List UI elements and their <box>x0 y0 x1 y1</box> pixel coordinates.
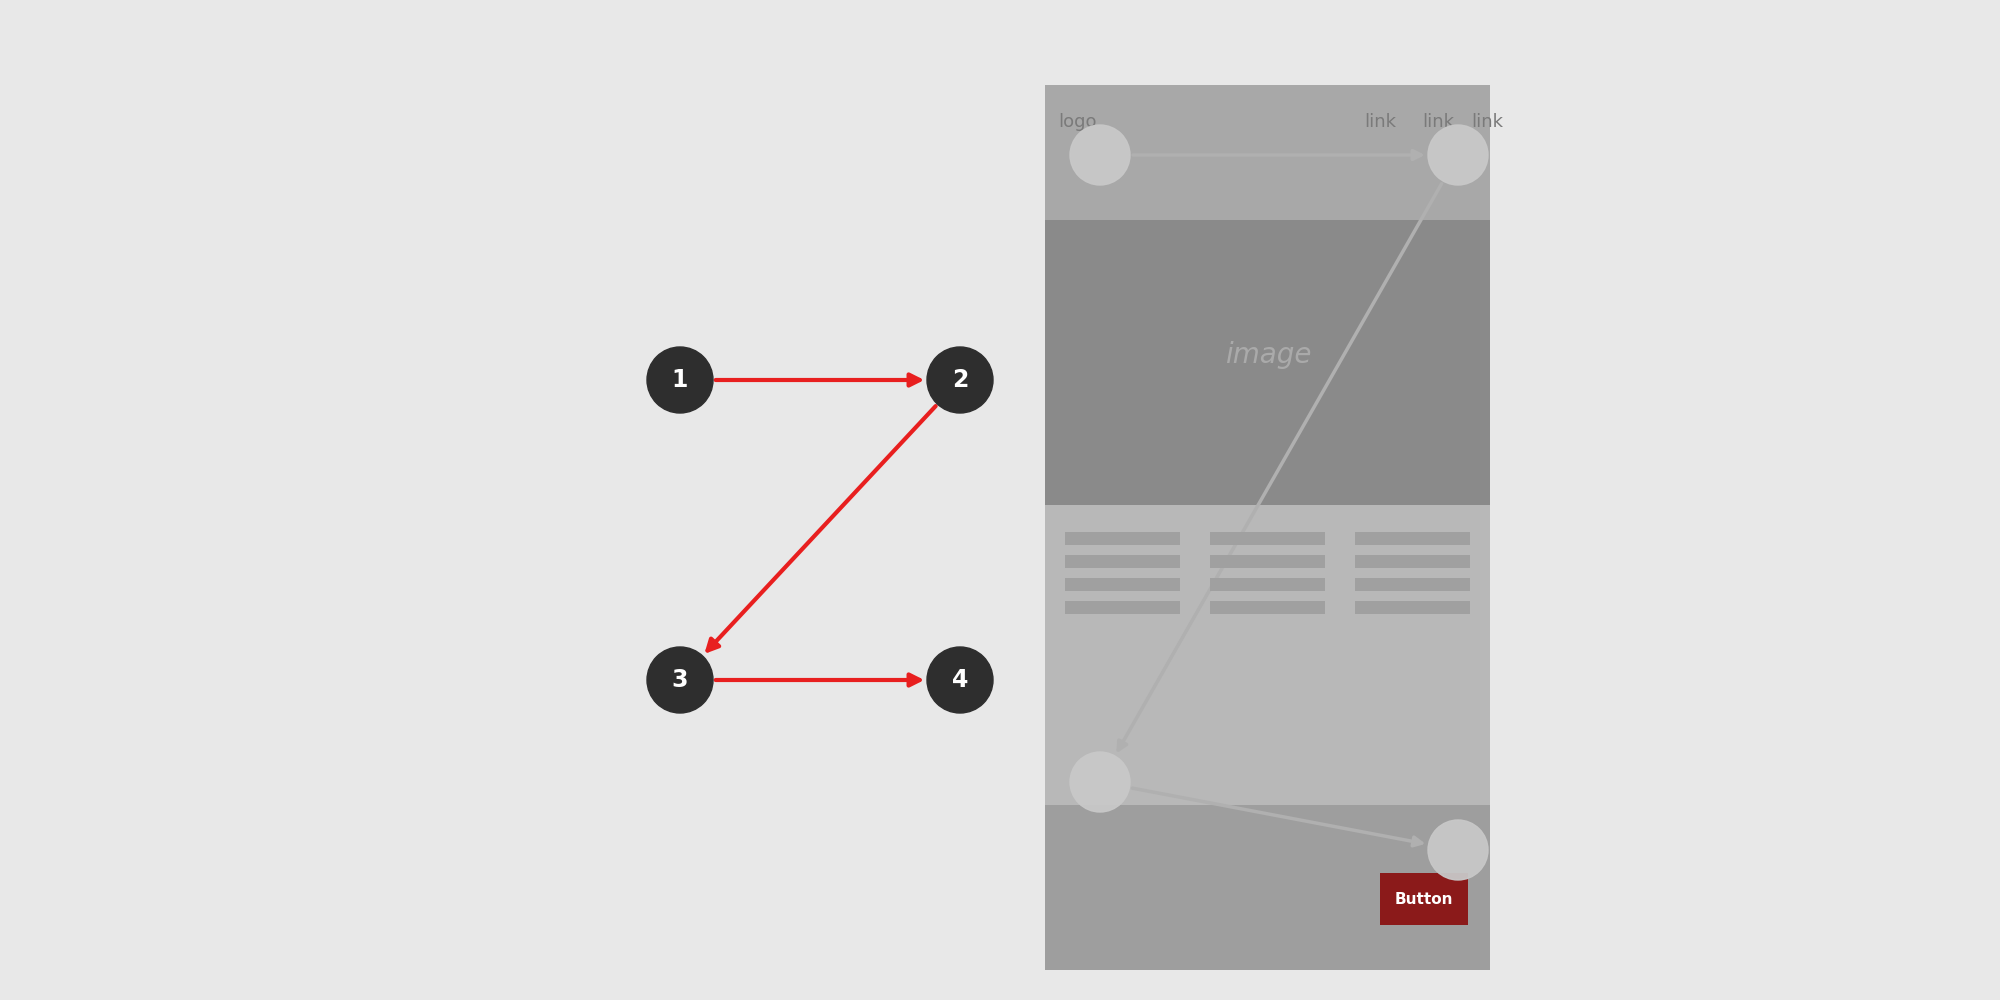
FancyBboxPatch shape <box>1044 85 1490 220</box>
FancyBboxPatch shape <box>1380 873 1468 925</box>
FancyBboxPatch shape <box>1356 601 1470 614</box>
FancyBboxPatch shape <box>1210 601 1324 614</box>
FancyBboxPatch shape <box>1044 220 1490 505</box>
Text: Button: Button <box>1394 892 1454 906</box>
Circle shape <box>1070 752 1130 812</box>
Circle shape <box>648 347 712 413</box>
Text: logo: logo <box>1058 113 1096 131</box>
FancyBboxPatch shape <box>1356 532 1470 545</box>
FancyBboxPatch shape <box>1064 532 1180 545</box>
FancyBboxPatch shape <box>1210 578 1324 591</box>
Text: 4: 4 <box>952 668 968 692</box>
Circle shape <box>928 647 992 713</box>
FancyBboxPatch shape <box>1356 555 1470 568</box>
FancyBboxPatch shape <box>1064 555 1180 568</box>
Text: image: image <box>1224 341 1312 369</box>
Text: link: link <box>1422 113 1454 131</box>
Circle shape <box>648 647 712 713</box>
FancyBboxPatch shape <box>1044 805 1490 970</box>
Circle shape <box>1428 125 1488 185</box>
FancyBboxPatch shape <box>1064 601 1180 614</box>
FancyBboxPatch shape <box>1044 505 1490 805</box>
Circle shape <box>1428 820 1488 880</box>
Circle shape <box>1070 125 1130 185</box>
Text: 2: 2 <box>952 368 968 392</box>
Text: link: link <box>1472 113 1504 131</box>
FancyBboxPatch shape <box>1210 532 1324 545</box>
FancyBboxPatch shape <box>1044 90 1490 970</box>
Circle shape <box>928 347 992 413</box>
Text: link: link <box>1364 113 1396 131</box>
FancyBboxPatch shape <box>1064 578 1180 591</box>
Text: 3: 3 <box>672 668 688 692</box>
Text: 1: 1 <box>672 368 688 392</box>
FancyBboxPatch shape <box>1356 578 1470 591</box>
FancyBboxPatch shape <box>1210 555 1324 568</box>
